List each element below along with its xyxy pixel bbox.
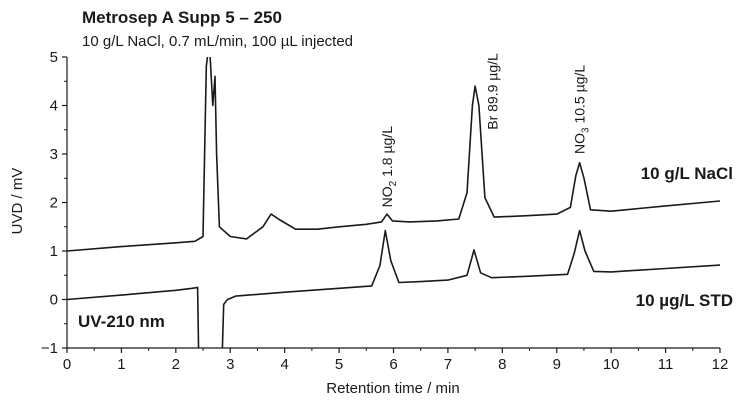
x-tick-label: 9 (553, 356, 561, 373)
peak-label: Br 89.9 µg/L (485, 53, 501, 130)
trace-label-std: 10 µg/L STD (636, 291, 733, 310)
y-tick-label: 2 (50, 195, 58, 212)
peak-label: NO3 10.5 µg/L (572, 65, 592, 154)
trace-label-nacl: 10 g/L NaCl (641, 164, 733, 183)
peak-label-subscript: 2 (388, 180, 399, 186)
x-tick-label: 4 (280, 356, 288, 373)
x-tick-label: 1 (117, 356, 125, 373)
peak-label-value: 1.8 µg/L (379, 126, 395, 181)
y-tick-label: 0 (50, 292, 58, 309)
y-axis-label: UVD / mV (9, 168, 26, 235)
x-axis-label: Retention time / min (326, 380, 459, 397)
plot-traces (67, 57, 720, 348)
y-tick-label: 1 (50, 243, 58, 260)
trace-2 (67, 229, 720, 348)
x-tick-label: 8 (498, 356, 506, 373)
detector-note: UV-210 nm (78, 312, 165, 331)
x-tick-label: 11 (658, 356, 674, 373)
x-tick-label: 10 (603, 356, 620, 373)
peak-label: NO2 1.8 µg/L (379, 126, 399, 208)
chart-subtitle: 10 g/L NaCl, 0.7 mL/min, 100 µL injected (82, 33, 354, 50)
y-tick-label: 4 (50, 98, 58, 115)
x-tick-label: 7 (444, 356, 452, 373)
x-tick-label: 5 (335, 356, 343, 373)
x-tick-label: 12 (712, 356, 729, 373)
y-tick-label: 5 (50, 49, 58, 66)
peak-label-subscript: 3 (581, 127, 592, 133)
x-tick-label: 6 (389, 356, 397, 373)
plot-labels: 10 g/L NaCl 10 µg/L STD NO2 1.8 µg/L Br 89.… (379, 53, 733, 310)
chart-title: Metrosep A Supp 5 – 250 (82, 8, 282, 27)
x-tick-label: 3 (226, 356, 234, 373)
trace-1 (67, 57, 720, 252)
y-tick-label: −1 (41, 340, 58, 357)
x-tick-label: 0 (63, 356, 71, 373)
y-tick-label: 3 (50, 146, 58, 163)
peak-label-value: 10.5 µg/L (572, 65, 588, 128)
x-tick-label: 2 (172, 356, 180, 373)
